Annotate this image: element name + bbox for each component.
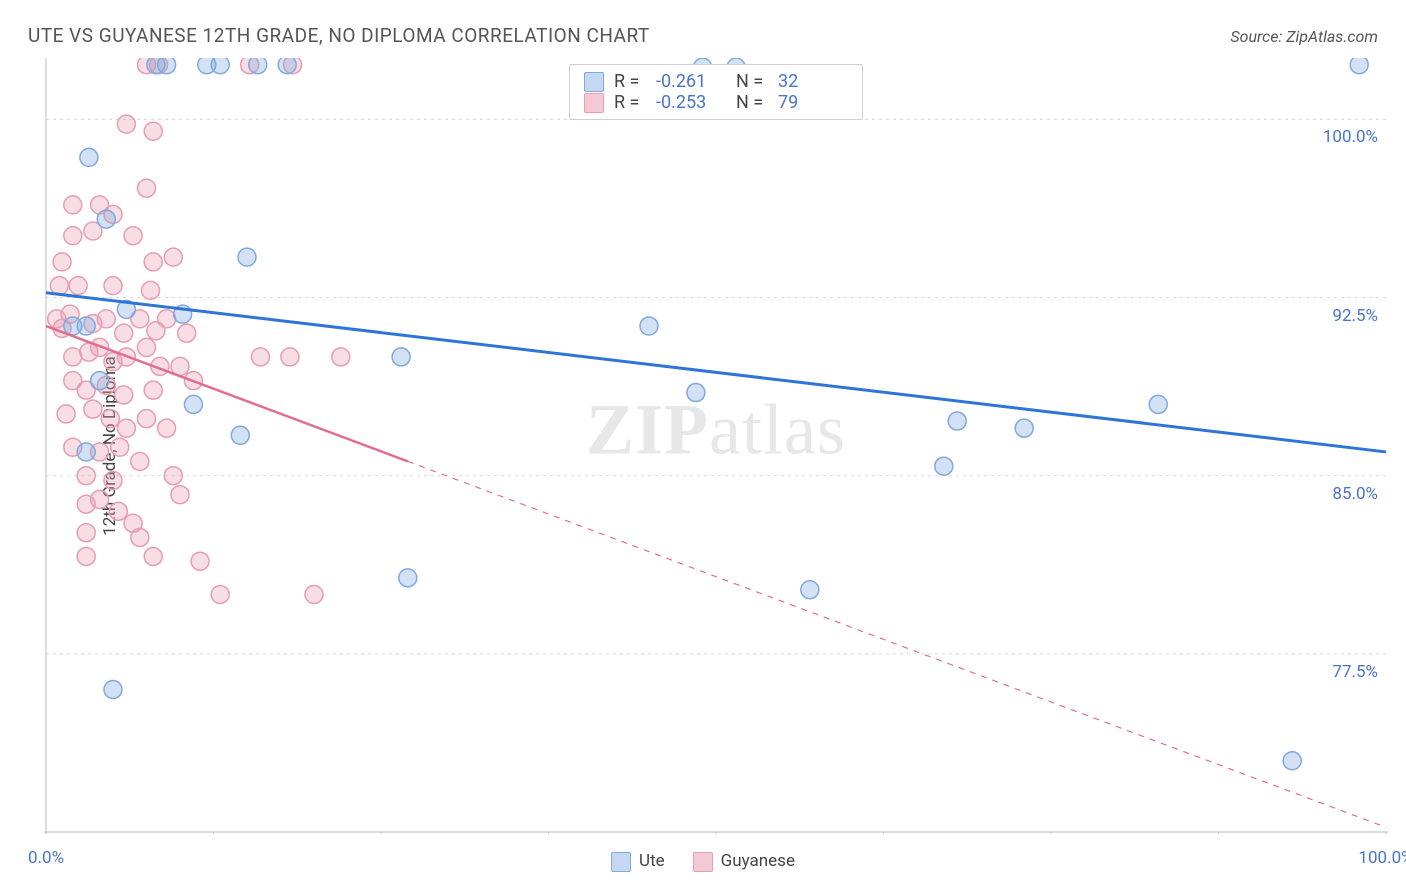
x-tick-label: 100.0%	[1358, 848, 1406, 868]
y-tick-label: 100.0%	[1323, 127, 1378, 147]
x-tick-label: 0.0%	[28, 848, 64, 868]
n-label: N =	[736, 92, 768, 113]
legend-swatch-guyanese	[584, 93, 604, 113]
legend-item-guyanese: Guyanese	[693, 851, 795, 872]
legend-row-guyanese: R = -0.253 N = 79	[584, 92, 848, 113]
correlation-legend: R = -0.261 N = 32 R = -0.253 N = 79	[569, 64, 863, 120]
n-value-guyanese: 79	[778, 92, 848, 113]
legend-swatch-guyanese-bottom	[693, 852, 713, 872]
n-value-ute: 32	[778, 71, 848, 92]
scatter-plot	[44, 58, 1388, 834]
legend-swatch-ute	[584, 72, 604, 92]
legend-row-ute: R = -0.261 N = 32	[584, 71, 848, 92]
r-value-guyanese: -0.253	[656, 92, 726, 113]
n-label: N =	[736, 71, 768, 92]
r-value-ute: -0.261	[656, 71, 726, 92]
r-label: R =	[614, 71, 646, 92]
legend-label-ute: Ute	[639, 851, 665, 871]
series-legend: Ute Guyanese	[611, 851, 795, 872]
r-label: R =	[614, 92, 646, 113]
chart-title: UTE VS GUYANESE 12TH GRADE, NO DIPLOMA C…	[28, 24, 650, 47]
legend-label-guyanese: Guyanese	[721, 851, 795, 871]
legend-swatch-ute-bottom	[611, 852, 631, 872]
chart-area: 12th Grade, No Diploma ZIPatlas R =-0.26…	[44, 58, 1388, 834]
y-tick-label: 77.5%	[1332, 662, 1378, 682]
y-tick-label: 85.0%	[1332, 484, 1378, 504]
y-tick-label: 92.5%	[1332, 306, 1378, 326]
legend-item-ute: Ute	[611, 851, 665, 872]
chart-source: Source: ZipAtlas.com	[1230, 27, 1378, 46]
